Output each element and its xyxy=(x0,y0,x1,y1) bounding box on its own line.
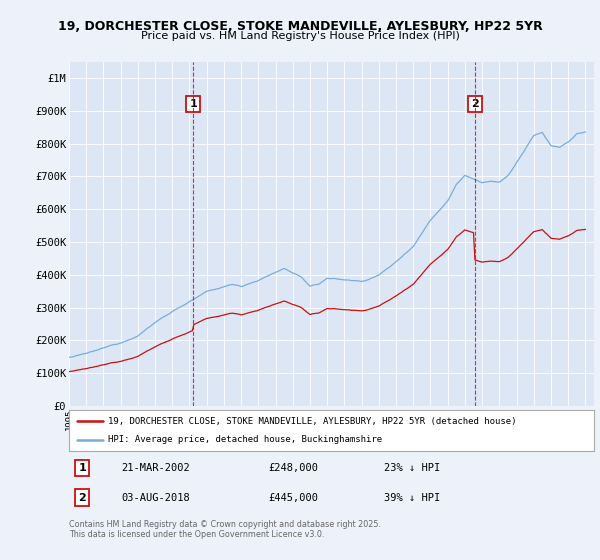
Text: 1: 1 xyxy=(190,99,197,109)
Text: 2: 2 xyxy=(78,493,86,502)
Text: 19, DORCHESTER CLOSE, STOKE MANDEVILLE, AYLESBURY, HP22 5YR: 19, DORCHESTER CLOSE, STOKE MANDEVILLE, … xyxy=(58,20,542,32)
Text: 21-MAR-2002: 21-MAR-2002 xyxy=(121,463,190,473)
Text: Contains HM Land Registry data © Crown copyright and database right 2025.
This d: Contains HM Land Registry data © Crown c… xyxy=(69,520,381,539)
Text: 39% ↓ HPI: 39% ↓ HPI xyxy=(384,493,440,502)
Text: £248,000: £248,000 xyxy=(269,463,319,473)
Text: 2: 2 xyxy=(471,99,479,109)
Text: 1: 1 xyxy=(78,463,86,473)
Text: £445,000: £445,000 xyxy=(269,493,319,502)
Text: HPI: Average price, detached house, Buckinghamshire: HPI: Average price, detached house, Buck… xyxy=(109,436,383,445)
Text: Price paid vs. HM Land Registry's House Price Index (HPI): Price paid vs. HM Land Registry's House … xyxy=(140,31,460,41)
Text: 19, DORCHESTER CLOSE, STOKE MANDEVILLE, AYLESBURY, HP22 5YR (detached house): 19, DORCHESTER CLOSE, STOKE MANDEVILLE, … xyxy=(109,417,517,426)
Text: 03-AUG-2018: 03-AUG-2018 xyxy=(121,493,190,502)
Text: 23% ↓ HPI: 23% ↓ HPI xyxy=(384,463,440,473)
